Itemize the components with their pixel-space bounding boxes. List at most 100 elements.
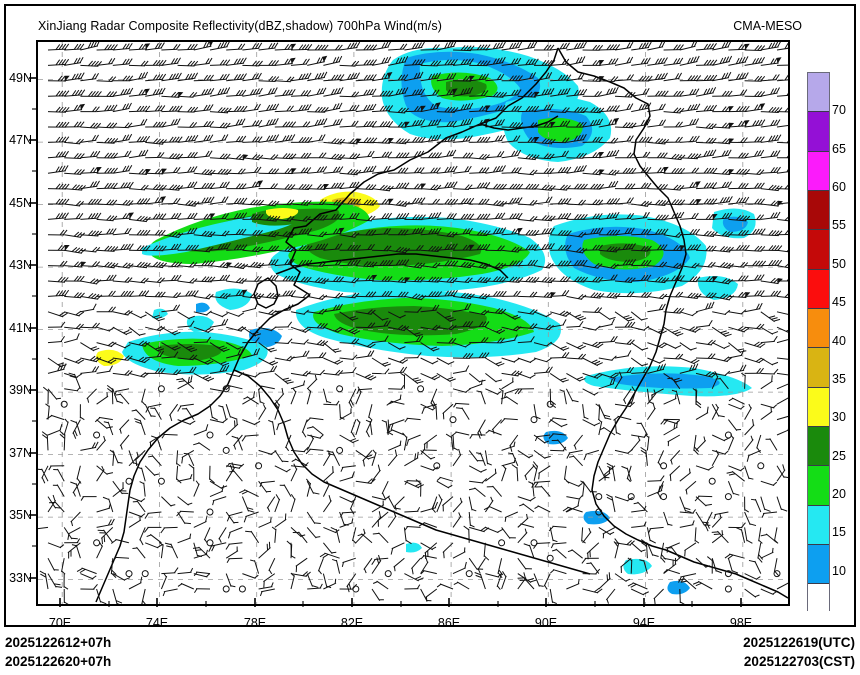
wind-barb: [773, 557, 783, 577]
wind-barb: [112, 290, 135, 297]
wind-barb: [249, 558, 260, 576]
wind-barb: [292, 528, 308, 547]
wind-barb: [659, 461, 669, 471]
wind-barb: [125, 451, 141, 467]
wind-barb: [594, 571, 614, 590]
wind-barb: [95, 43, 119, 51]
wind-barb: [386, 440, 403, 451]
wind-barb: [139, 480, 146, 498]
wind-barb: [630, 198, 653, 208]
wind-barb: [192, 57, 214, 66]
wind-barb: [708, 449, 721, 467]
wind-barb: [41, 430, 49, 452]
wind-barb: [681, 542, 700, 557]
wind-barb: [711, 195, 734, 205]
wind-barb: [339, 167, 362, 176]
wind-barb: [663, 322, 684, 339]
wind-barb: [225, 275, 248, 285]
wind-barb: [614, 321, 636, 328]
wind-barb: [529, 538, 539, 547]
wind-barb: [39, 465, 53, 484]
wind-barb: [225, 43, 246, 51]
wind-barb: [475, 419, 491, 440]
footer-valid-time-utc: 2025122619(UTC): [743, 635, 855, 650]
ytick-37n: 37N: [9, 446, 32, 460]
wind-barb: [420, 569, 438, 579]
wind-barb: [679, 306, 699, 318]
wind-barb: [774, 378, 788, 390]
wind-barb: [189, 480, 201, 498]
wind-barb: [63, 229, 86, 239]
wind-barb: [527, 480, 535, 498]
wind-barb: [706, 556, 713, 575]
colorbar-band-60: [808, 151, 829, 192]
wind-barb: [305, 55, 329, 66]
wind-barb: [112, 275, 133, 284]
wind-barb: [274, 368, 295, 387]
wind-barb: [630, 136, 653, 143]
wind-barb: [776, 367, 788, 377]
wind-barb: [630, 307, 649, 323]
wind-barb: [614, 445, 634, 455]
wind-barb: [331, 558, 341, 576]
reflectivity-colorbar[interactable]: [807, 72, 830, 623]
wind-barb: [499, 441, 517, 451]
wind-barb: [226, 557, 244, 564]
wind-barb: [578, 480, 585, 498]
wind-barb: [710, 55, 734, 66]
ytick-49n: 49N: [9, 71, 32, 85]
wind-barb: [420, 368, 441, 382]
wind-barb: [161, 433, 179, 440]
wind-barb: [500, 196, 524, 205]
wind-barb: [258, 385, 276, 394]
wind-barb: [568, 453, 584, 470]
colorbar-label-10: 10: [832, 563, 846, 578]
wind-barb: [160, 526, 179, 534]
wind-barb: [711, 556, 723, 575]
wind-barb: [68, 370, 81, 392]
wind-barb: [192, 196, 216, 205]
wind-barb: [367, 554, 384, 575]
wind-barb: [744, 526, 753, 545]
wind-barb: [756, 461, 766, 471]
wind-barb: [306, 165, 328, 174]
wind-barb: [160, 57, 182, 66]
wind-barb: [676, 467, 693, 482]
wind-barb: [597, 318, 616, 328]
colorbar-label-30: 30: [832, 410, 846, 425]
map-plot-area[interactable]: [36, 40, 790, 606]
wind-barb: [322, 352, 344, 367]
wind-barb: [322, 539, 337, 556]
wind-barb: [111, 58, 134, 66]
page-title: XinJiang Radar Composite Reflectivity(dB…: [38, 19, 442, 33]
wind-barb: [128, 507, 146, 518]
wind-barb: [128, 275, 149, 284]
wind-barb: [598, 523, 615, 537]
wind-barb: [387, 352, 409, 365]
wind-barb: [451, 430, 470, 441]
wind-barb: [711, 528, 729, 547]
wind-barb: [269, 399, 281, 421]
wind-barb: [63, 352, 85, 366]
wind-barb: [112, 448, 124, 466]
wind-barb: [582, 384, 599, 397]
wind-barb: [355, 59, 378, 66]
wind-barb: [500, 394, 519, 409]
wind-barb: [646, 290, 668, 300]
wind-barb: [225, 197, 248, 205]
wind-barb: [760, 476, 778, 487]
wind-barb: [500, 166, 523, 174]
wind-barb: [463, 525, 470, 544]
wind-barb: [270, 526, 277, 544]
wind-barb: [161, 588, 179, 597]
ytick-41n: 41N: [9, 321, 32, 335]
wind-barb: [209, 476, 228, 491]
wind-barb: [303, 374, 319, 390]
wind-barb: [692, 406, 712, 421]
wind-barb: [565, 320, 584, 328]
wind-barb: [756, 542, 767, 563]
wind-barb: [356, 388, 373, 395]
wind-barb: [468, 136, 491, 143]
wind-barb: [371, 183, 394, 192]
wind-barb: [289, 103, 313, 113]
